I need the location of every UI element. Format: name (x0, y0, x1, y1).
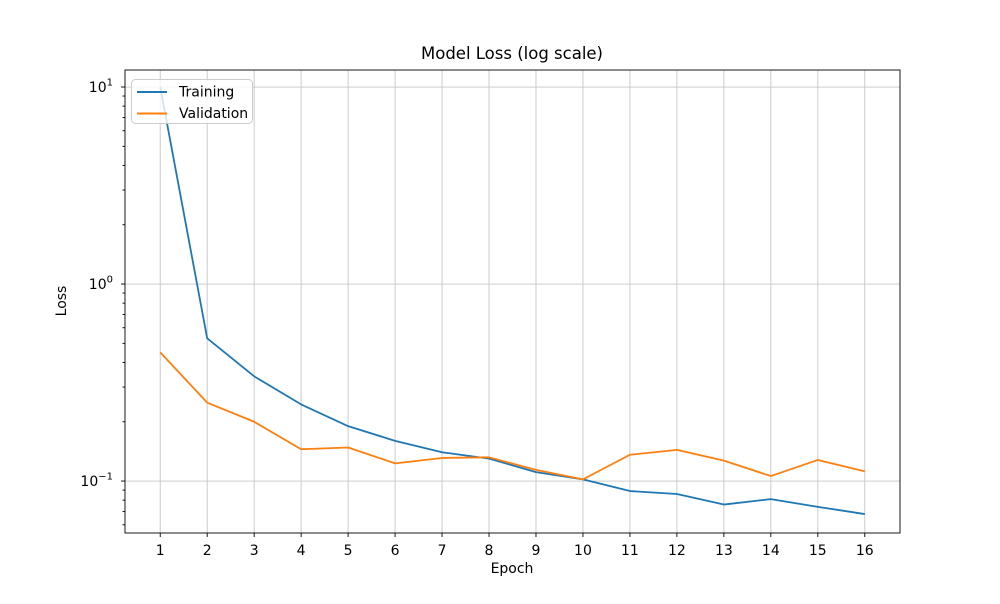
x-tick-label: 4 (297, 543, 306, 559)
x-tick-labels: 1 2 3 4 5 6 7 8 9 10 11 12 13 14 15 16 (156, 543, 874, 559)
x-tick-label: 8 (485, 543, 494, 559)
x-tick-label: 2 (203, 543, 212, 559)
legend-training-label: Training (178, 85, 234, 101)
x-tick-label: 14 (762, 543, 780, 559)
x-tick-label: 9 (532, 543, 541, 559)
y-tick-labels: 101 100 10−1 (80, 78, 113, 491)
y-tick-label: 101 (89, 78, 113, 97)
x-tick-label: 15 (809, 543, 827, 559)
training-line (159, 86, 865, 515)
x-tick-label: 7 (438, 543, 447, 559)
x-axis-label: Epoch (491, 561, 534, 577)
x-tick-label: 13 (715, 543, 733, 559)
x-tick-label: 11 (621, 543, 639, 559)
x-tick-label: 12 (668, 543, 686, 559)
y-tick-label: 10−1 (80, 472, 113, 491)
x-tick-label: 3 (250, 543, 259, 559)
y-tick-label: 100 (89, 275, 113, 294)
grid-layer (125, 70, 900, 533)
x-tick-label: 1 (156, 543, 165, 559)
x-tick-label: 6 (391, 543, 400, 559)
plot-frame (124, 69, 901, 534)
chart-title: Model Loss (log scale) (421, 44, 603, 63)
x-tick-label: 5 (344, 543, 353, 559)
series-layer (159, 86, 865, 515)
y-axis-label: Loss (54, 286, 70, 317)
x-tick-label: 16 (856, 543, 874, 559)
legend-validation-label: Validation (179, 106, 248, 122)
legend-box (131, 79, 253, 124)
x-tick-label: 10 (574, 543, 592, 559)
legend: Training Validation (131, 79, 253, 124)
validation-line (159, 351, 865, 481)
